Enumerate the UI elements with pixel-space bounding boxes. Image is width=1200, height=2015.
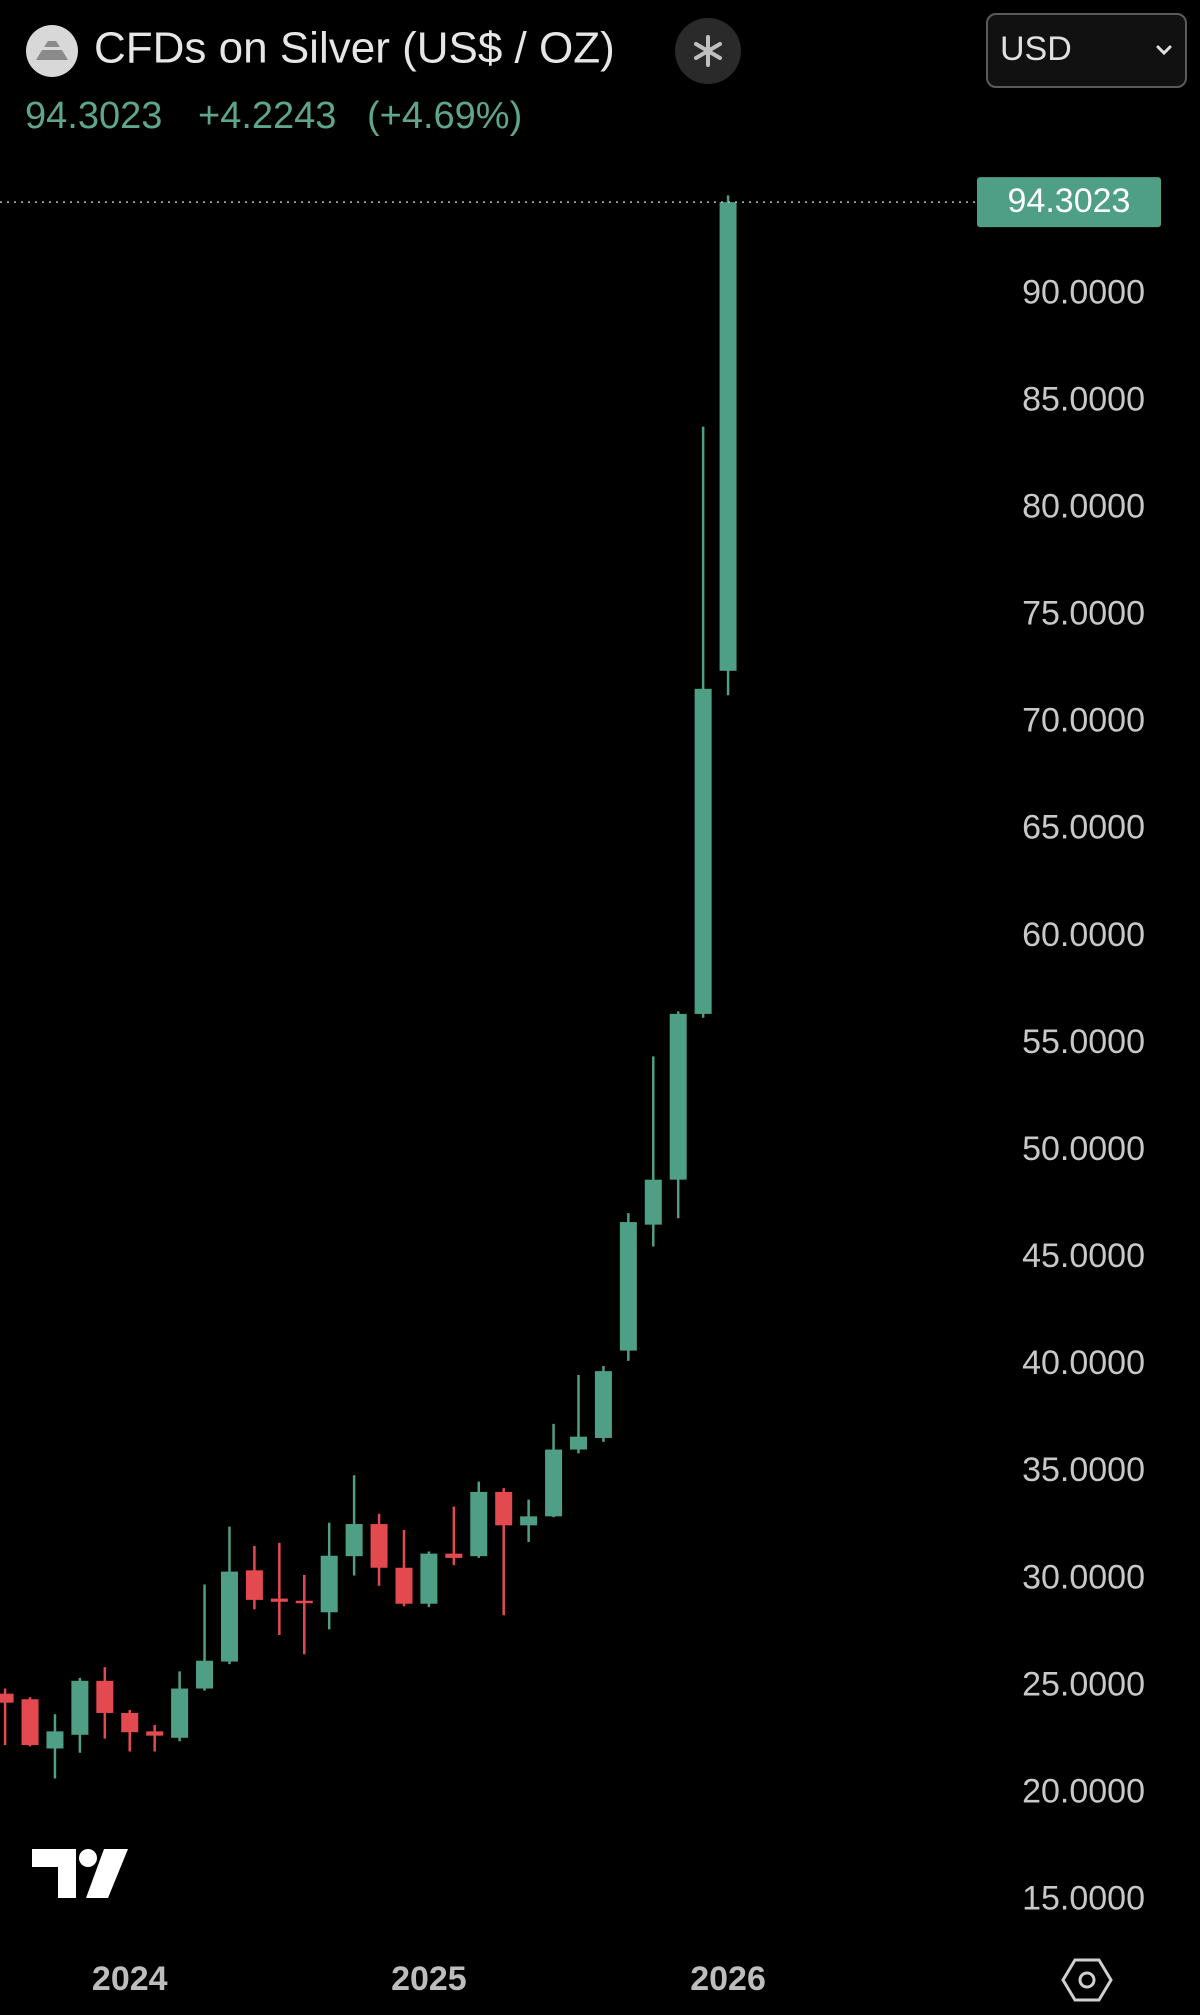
x-tick-label: 2026 xyxy=(690,1960,766,1998)
currency-label: USD xyxy=(1000,30,1072,68)
y-tick-label: 80.0000 xyxy=(1022,487,1145,525)
candle-body xyxy=(21,1699,39,1746)
y-tick-label: 25.0000 xyxy=(1022,1665,1145,1703)
y-tick-label: 40.0000 xyxy=(1022,1344,1145,1382)
price-label: 94.3023 xyxy=(1008,182,1131,220)
candle-body xyxy=(644,1179,662,1225)
chart-title: CFDs on Silver (US$ / OZ) xyxy=(94,24,615,73)
candle-body xyxy=(594,1371,612,1438)
y-tick-label: 20.0000 xyxy=(1022,1772,1145,1810)
y-tick-label: 65.0000 xyxy=(1022,809,1145,847)
candle-body xyxy=(245,1570,263,1600)
candle-body xyxy=(146,1731,164,1736)
candle-body xyxy=(71,1680,89,1735)
price-label-box xyxy=(977,177,1161,228)
y-tick-label: 75.0000 xyxy=(1022,595,1145,633)
candle-body xyxy=(669,1013,687,1180)
candle-body xyxy=(470,1491,488,1557)
candle-body xyxy=(495,1491,513,1526)
candle-body xyxy=(619,1222,637,1351)
candle-body xyxy=(545,1449,563,1517)
y-tick-label: 60.0000 xyxy=(1022,916,1145,954)
y-tick-label: 85.0000 xyxy=(1022,380,1145,418)
candle-body xyxy=(719,202,737,671)
x-tick-label: 2025 xyxy=(391,1960,467,1998)
settings-button[interactable] xyxy=(1061,1958,1113,2002)
candle-body xyxy=(46,1731,64,1749)
tradingview-logo xyxy=(32,1849,128,1898)
currency-dropdown[interactable]: USD xyxy=(986,13,1187,88)
candle-body xyxy=(295,1600,313,1604)
candle-body xyxy=(220,1571,238,1662)
y-tick-label: 35.0000 xyxy=(1022,1451,1145,1489)
candle-body xyxy=(370,1524,388,1568)
candle-body xyxy=(569,1436,587,1450)
candle-body xyxy=(694,688,712,1014)
last-price: 94.3023 xyxy=(25,95,162,137)
candle-body xyxy=(196,1660,214,1689)
candle-body xyxy=(520,1516,538,1526)
candle-body xyxy=(121,1712,139,1733)
y-tick-label: 90.0000 xyxy=(1022,273,1145,311)
y-tick-label: 15.0000 xyxy=(1022,1880,1145,1918)
candle-body xyxy=(96,1680,114,1713)
price-change-percent: (+4.69%) xyxy=(367,95,522,137)
y-tick-label: 55.0000 xyxy=(1022,1023,1145,1061)
candle-body xyxy=(320,1555,338,1613)
x-tick-label: 2024 xyxy=(92,1960,168,1998)
symbol-icon xyxy=(26,25,78,77)
flag-button[interactable] xyxy=(675,18,741,84)
y-tick-label: 50.0000 xyxy=(1022,1130,1145,1168)
y-tick-label: 30.0000 xyxy=(1022,1558,1145,1596)
price-change: +4.2243 xyxy=(198,95,336,137)
candle-body xyxy=(171,1688,189,1738)
y-tick-label: 70.0000 xyxy=(1022,702,1145,740)
candle-body xyxy=(270,1598,288,1602)
candle-body xyxy=(0,1693,14,1703)
y-tick-label: 45.0000 xyxy=(1022,1237,1145,1275)
candle-body xyxy=(395,1567,413,1604)
candle-body xyxy=(345,1524,363,1557)
candle-body xyxy=(420,1553,438,1604)
candle-body xyxy=(445,1553,463,1558)
